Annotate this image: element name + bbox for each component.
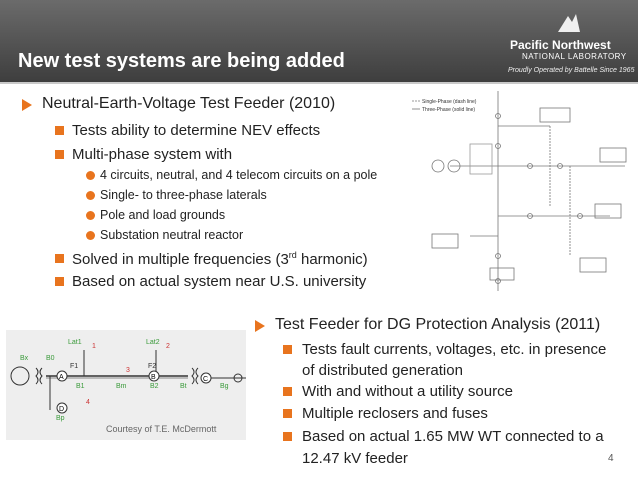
logo-name: Pacific Northwest	[510, 38, 611, 52]
bullet	[86, 191, 95, 200]
bullet	[55, 277, 64, 286]
bullet	[55, 150, 64, 159]
node-label: C	[203, 376, 208, 383]
bullet	[283, 387, 292, 396]
diagram-number: 3	[126, 367, 130, 374]
diagram-number: 1	[92, 343, 96, 350]
bullet	[86, 171, 95, 180]
diagram-label: F2	[148, 363, 156, 370]
logo-mark	[558, 14, 580, 32]
bullet	[283, 345, 292, 354]
item: Multi-phase system with	[72, 146, 233, 163]
legend-label: Single-Phase (dash line)	[422, 99, 477, 105]
diagram-label: Bg	[220, 383, 229, 390]
diagram-number: 2	[166, 343, 170, 350]
node-label: D	[59, 406, 64, 413]
text: harmonic)	[296, 251, 368, 268]
diagram-label: B0	[46, 355, 55, 362]
header-rule	[0, 82, 638, 84]
bullet	[55, 254, 64, 263]
node-label: B	[151, 374, 156, 381]
item: Tests ability to determine NEV effects	[72, 122, 321, 139]
diagram-number: 4	[86, 399, 90, 406]
subitem: 4 circuits, neutral, and 4 telecom circu…	[100, 168, 378, 182]
item: Solved in multiple frequencies (3rd harm…	[72, 250, 368, 268]
diagram-label: Bt	[180, 383, 187, 390]
subitem: Pole and load grounds	[100, 208, 226, 222]
diagram-label: Bm	[116, 383, 127, 390]
section-heading: Neutral-Earth-Voltage Test Feeder (2010)	[42, 95, 336, 112]
item: Tests fault currents, voltages, etc. in …	[302, 341, 607, 358]
item: Based on actual 1.65 MW WT connected to …	[302, 428, 604, 445]
tagline: Proudly Operated by Battelle Since 1965	[508, 67, 635, 74]
node-label: A	[59, 374, 64, 381]
item: Multiple reclosers and fuses	[302, 405, 488, 422]
page-number: 4	[608, 453, 614, 464]
header-bar	[0, 0, 638, 82]
diagram-label: Lat1	[68, 339, 82, 346]
slide-title: New test systems are being added	[18, 50, 345, 72]
bullet	[55, 126, 64, 135]
credit: Courtesy of T.E. McDermott	[106, 424, 217, 434]
bullet	[283, 409, 292, 418]
item: Based on actual system near U.S. univers…	[72, 273, 367, 290]
bullet	[22, 99, 32, 111]
diagram-label: F1	[70, 363, 78, 370]
subitem: Single- to three-phase laterals	[100, 188, 267, 202]
diagram-label: B1	[76, 383, 85, 390]
subitem: Substation neutral reactor	[100, 228, 244, 242]
diagram-label: Lat2	[146, 339, 160, 346]
bullet	[86, 231, 95, 240]
nev-diagram: Single-Phase (dash line) Three-Phase (so…	[412, 91, 627, 291]
superscript: rd	[288, 250, 297, 260]
item: of distributed generation	[302, 362, 463, 379]
bullet	[255, 320, 265, 332]
bullet	[283, 432, 292, 441]
legend-label: Three-Phase (solid line)	[422, 107, 475, 113]
dg-diagram: Lat1 Lat2 Bx B0 F1 F2 B1 Bm B2 Bt Bg Bp …	[6, 330, 246, 440]
section-heading: Test Feeder for DG Protection Analysis (…	[275, 316, 601, 333]
item: 12.47 kV feeder	[302, 450, 408, 467]
logo-sub: NATIONAL LABORATORY	[522, 52, 627, 61]
diagram-label: Bp	[56, 415, 65, 422]
diagram-label: B2	[150, 383, 159, 390]
diagram-label: Bx	[20, 355, 29, 362]
bullet	[86, 211, 95, 220]
text: Solved in multiple frequencies (3	[72, 251, 289, 268]
item: With and without a utility source	[302, 383, 513, 400]
